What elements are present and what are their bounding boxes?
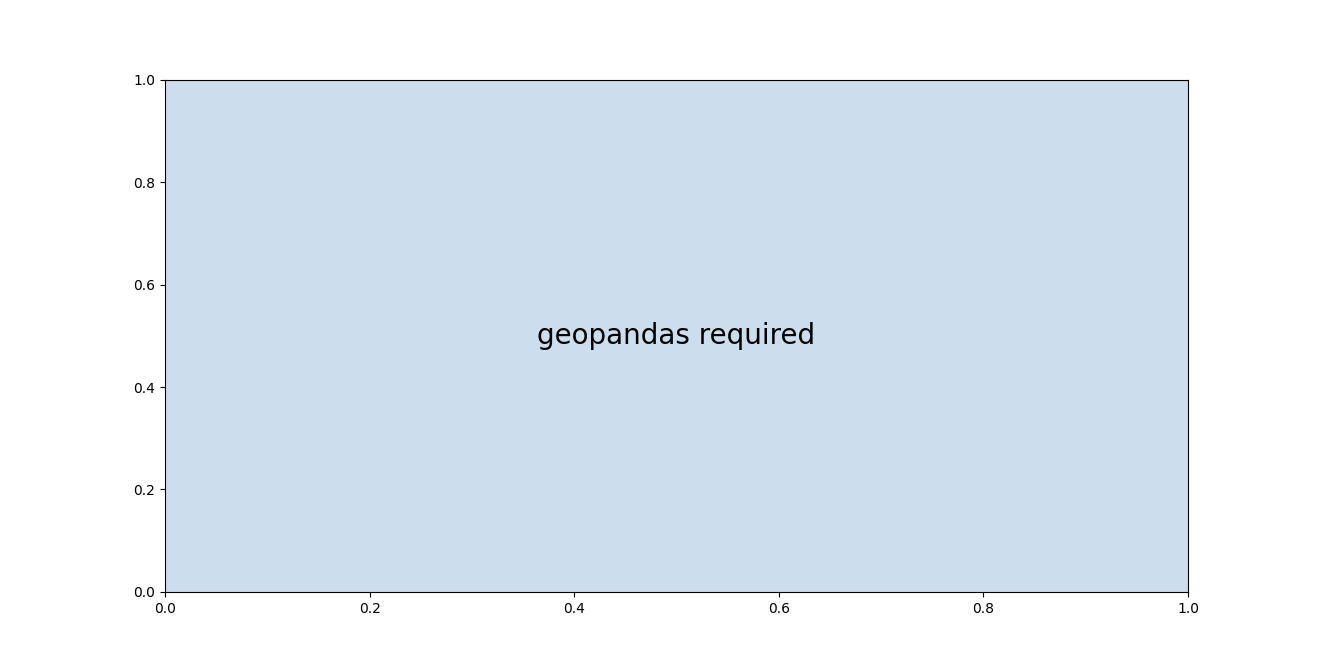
Text: geopandas required: geopandas required — [537, 322, 816, 350]
